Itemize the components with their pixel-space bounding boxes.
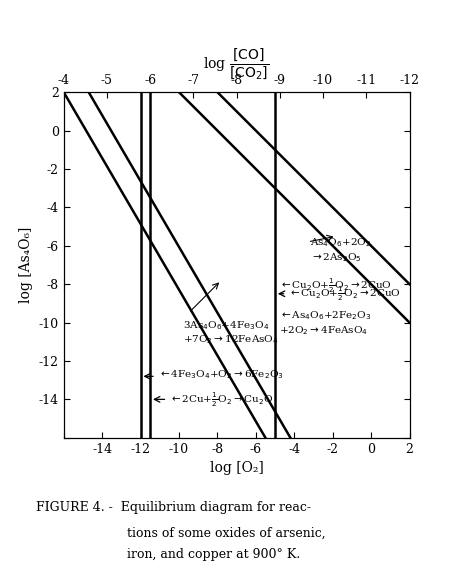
Text: iron, and copper at 900° K.: iron, and copper at 900° K.	[127, 548, 301, 562]
Text: $\leftarrow$As$_4$O$_6$+2Fe$_2$O$_3$
+2O$_2$$\rightarrow$4FeAsO$_4$: $\leftarrow$As$_4$O$_6$+2Fe$_2$O$_3$ +2O…	[279, 309, 371, 336]
Text: $\leftarrow$Cu$_2$O+$\frac{1}{2}$O$_2$$\rightarrow$2CuO: $\leftarrow$Cu$_2$O+$\frac{1}{2}$O$_2$$\…	[288, 285, 401, 303]
Y-axis label: log [As₄O₆]: log [As₄O₆]	[19, 227, 33, 303]
Text: FIGURE 4. -  Equilibrium diagram for reac-: FIGURE 4. - Equilibrium diagram for reac…	[36, 501, 311, 514]
Text: 3As$_4$O$_6$+4Fe$_3$O$_4$
+7O$_2$$\rightarrow$12FeAsO$_4$: 3As$_4$O$_6$+4Fe$_3$O$_4$ +7O$_2$$\right…	[183, 319, 278, 346]
X-axis label: log [O₂]: log [O₂]	[210, 461, 263, 475]
Text: $\leftarrow$2Cu+$\frac{1}{2}$O$_2$$\rightarrow$Cu$_2$O: $\leftarrow$2Cu+$\frac{1}{2}$O$_2$$\righ…	[169, 390, 274, 408]
Text: tions of some oxides of arsenic,: tions of some oxides of arsenic,	[127, 527, 326, 540]
X-axis label: log $\dfrac{[\rm CO]}{[\rm CO_2]}$: log $\dfrac{[\rm CO]}{[\rm CO_2]}$	[203, 47, 270, 82]
Text: As$_4$O$_6$+2O$_2$
$\rightarrow$2As$_2$O$_5$: As$_4$O$_6$+2O$_2$ $\rightarrow$2As$_2$O…	[309, 236, 371, 264]
Text: $\leftarrow$4Fe$_3$O$_4$+O$_2$$\rightarrow$6Fe$_2$O$_3$: $\leftarrow$4Fe$_3$O$_4$+O$_2$$\rightarr…	[158, 368, 283, 381]
Text: $\leftarrow$Cu$_2$O+$\frac{1}{2}$O$_2$$\rightarrow$2CuO: $\leftarrow$Cu$_2$O+$\frac{1}{2}$O$_2$$\…	[279, 277, 392, 295]
